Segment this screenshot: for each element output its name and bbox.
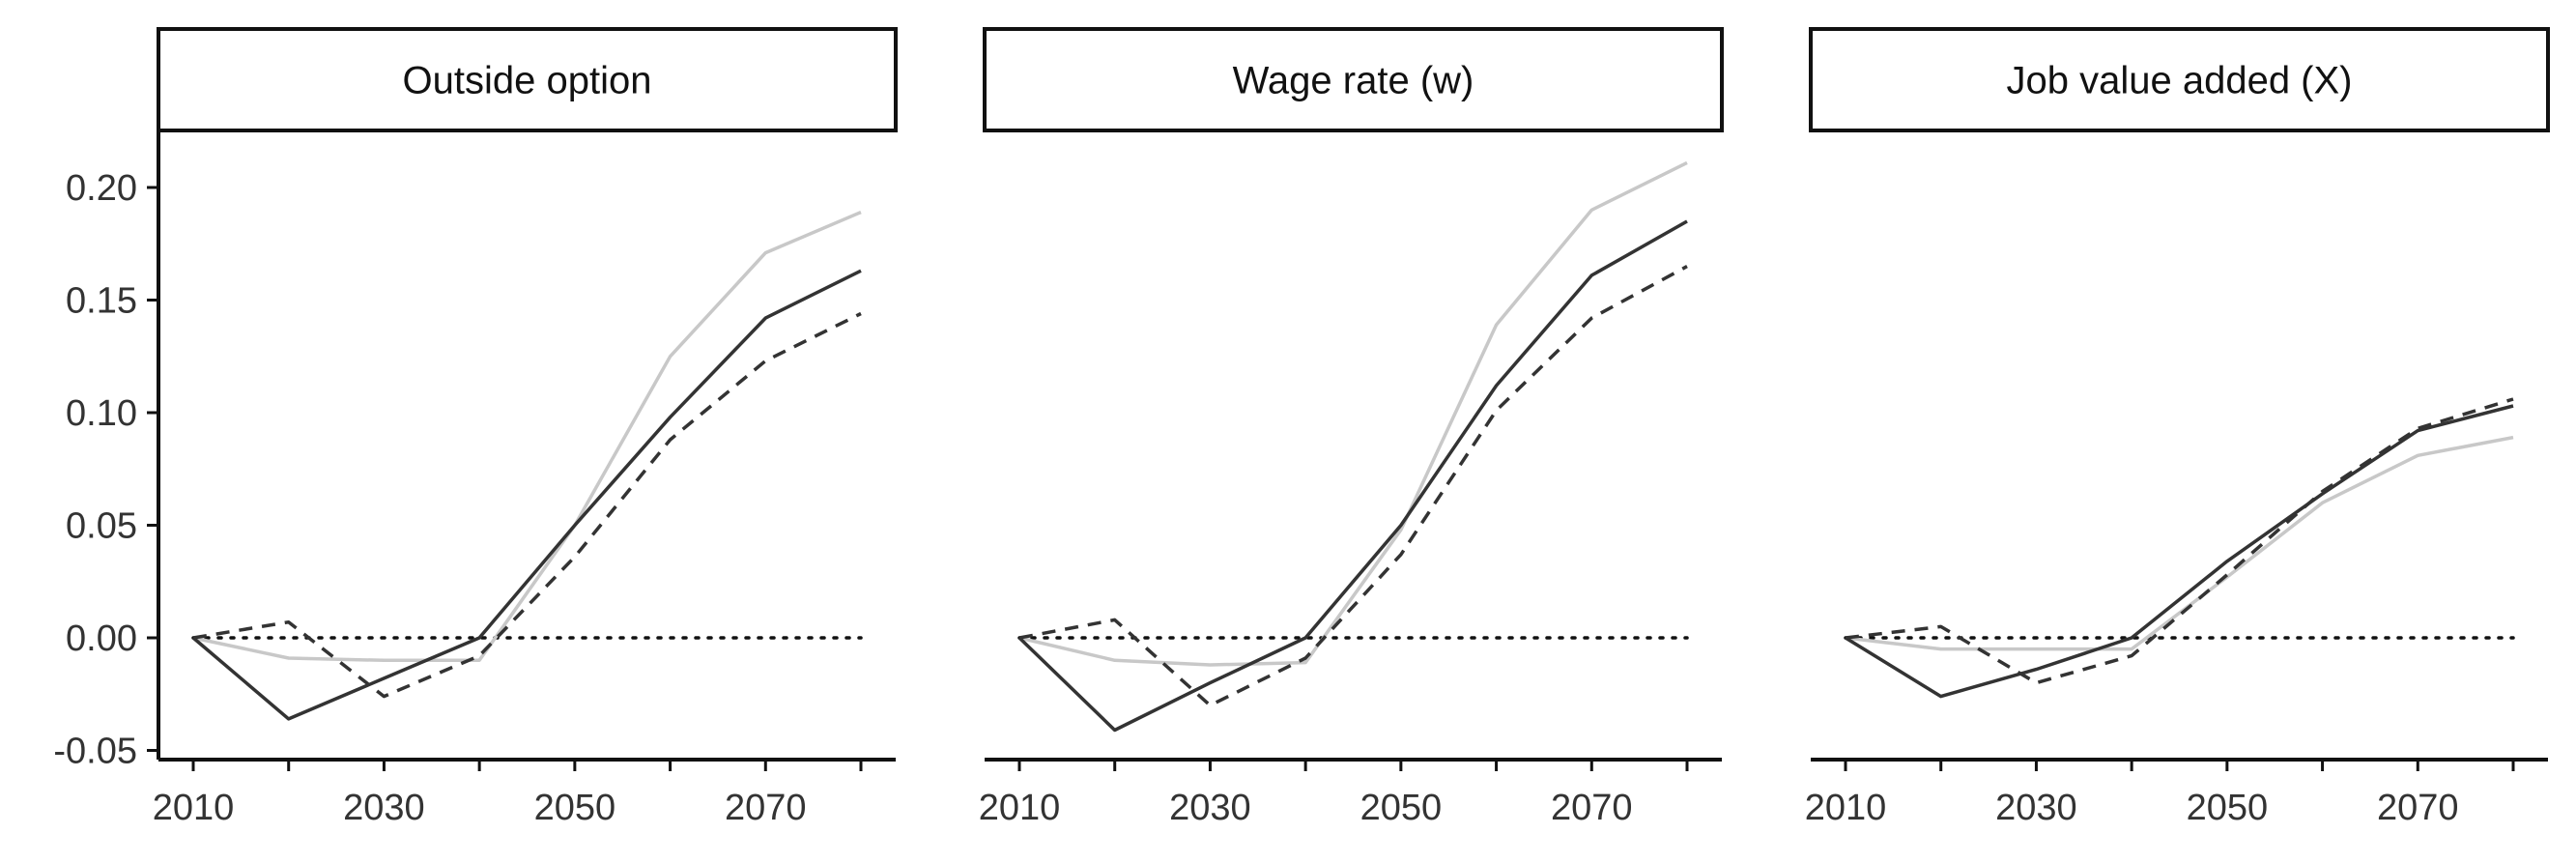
y-tick-label: 0.15: [66, 281, 137, 322]
y-tick-label: 0.00: [66, 618, 137, 659]
series-line-dashed-dark: [1018, 265, 1688, 707]
x-tick-label: 2030: [343, 788, 425, 828]
x-tick-label: 2010: [979, 788, 1061, 828]
panel-strip: [983, 27, 1724, 132]
panel-title: Outside option: [403, 60, 652, 102]
series-line-solid-light-gray: [1018, 160, 1688, 667]
series-line-solid-dark: [191, 269, 862, 721]
x-tick-label: 2030: [1169, 788, 1251, 828]
panel-1: Outside option 2010 2030 2050 2070 0.20 0.15 0.…: [53, 27, 898, 828]
panel-title: Wage rate (w): [1233, 60, 1474, 102]
panel-strip: [1809, 27, 2550, 132]
panel-title: Job value added (X): [2006, 60, 2352, 102]
series-line-dashed-dark: [1845, 397, 2514, 685]
x-tick-label: 2050: [534, 788, 616, 828]
series-line-solid-light-gray: [192, 210, 862, 663]
x-tick-label: 2050: [2187, 788, 2269, 828]
y-tick-label: -0.05: [53, 732, 137, 772]
x-tick-label: 2050: [1360, 788, 1443, 828]
x-tick-label: 2070: [725, 788, 807, 828]
series-line-solid-light-gray: [1845, 435, 2514, 651]
panel-3: Job value added (X) 2010 2030 2050 2070: [1805, 27, 2550, 828]
y-tick-label: 0.10: [66, 393, 137, 434]
panel-2: Wage rate (w) 2010 2030 2050 2070: [979, 27, 1724, 828]
panel-strip: [157, 27, 898, 132]
x-tick-label: 2010: [153, 788, 235, 828]
series-line-solid-dark: [1017, 219, 1688, 733]
series-line-dashed-dark: [192, 311, 862, 699]
x-tick-label: 2070: [2377, 788, 2459, 828]
x-tick-label: 2070: [1551, 788, 1633, 828]
series-line-solid-dark: [1845, 404, 2514, 699]
x-tick-label: 2010: [1805, 788, 1887, 828]
y-tick-label: 0.05: [66, 506, 137, 547]
x-tick-label: 2030: [1995, 788, 2077, 828]
y-tick-label: 0.20: [66, 168, 137, 209]
